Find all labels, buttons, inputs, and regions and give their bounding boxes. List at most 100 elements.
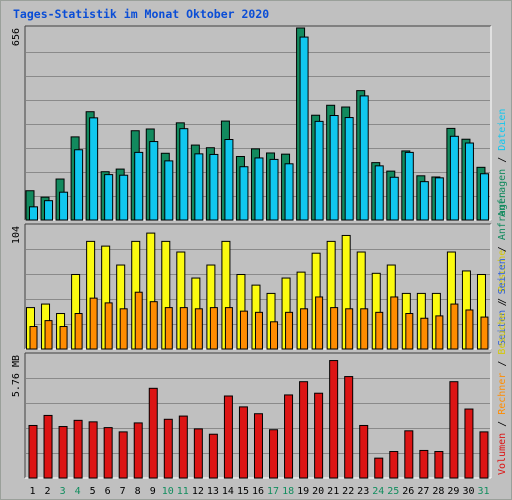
ymax-label-panel-2: 104 <box>11 226 22 244</box>
x-tick-label-day-21: 21 <box>327 486 339 497</box>
volumen-bar-day-29 <box>449 381 459 479</box>
dateien-bar-day-27 <box>419 181 429 221</box>
volumen-bar-day-3 <box>58 426 68 479</box>
x-tick-label-day-20: 20 <box>312 486 324 497</box>
x-tick-label-day-13: 13 <box>207 486 219 497</box>
chart-title: Tages-Statistik im Monat Oktober 2020 <box>13 7 270 21</box>
x-tick-label-day-19: 19 <box>297 486 309 497</box>
x-tick-label-day-27: 27 <box>417 486 429 497</box>
dateien-bar-day-19 <box>299 36 309 221</box>
rechner-bar-day-30 <box>465 309 474 350</box>
rechner-bar-day-1 <box>29 326 38 350</box>
volumen-bar-day-11 <box>178 415 188 479</box>
dateien-bar-day-5 <box>89 117 99 221</box>
series-axis-label-part: Besuche <box>497 250 508 292</box>
volumen-bar-day-19 <box>299 381 309 479</box>
rechner-bar-day-11 <box>179 307 188 350</box>
volumen-bar-day-14 <box>223 395 233 479</box>
rechner-bar-day-9 <box>149 301 158 350</box>
x-tick-label-day-29: 29 <box>447 486 459 497</box>
series-axis-label-part: Seiten <box>497 258 508 294</box>
dateien-bar-day-17 <box>269 158 279 221</box>
dateien-bar-day-1 <box>29 206 38 221</box>
volumen-bar-day-9 <box>148 387 158 479</box>
x-tick-label-day-7: 7 <box>120 486 126 497</box>
rechner-bar-day-10 <box>164 307 173 350</box>
rechner-bar-day-12 <box>194 308 203 350</box>
x-tick-label-day-11: 11 <box>177 486 189 497</box>
series-axis-label-part: Dateien <box>497 109 508 151</box>
series-axis-label-part: / <box>497 240 508 258</box>
volumen-bar-day-1 <box>28 424 38 479</box>
rechner-bar-day-17 <box>270 321 279 350</box>
rechner-bar-day-2 <box>44 320 53 350</box>
dateien-bar-day-20 <box>314 120 324 221</box>
series-axis-label-part: Anfragen <box>497 169 508 217</box>
volumen-bar-day-5 <box>88 421 98 479</box>
series-axis-label-part: Anfragen <box>497 192 508 240</box>
series-axis-label-part: / <box>497 294 508 312</box>
dateien-bar-day-15 <box>239 166 249 221</box>
series-axis-label-part: / <box>497 292 508 310</box>
volumen-bar-day-4 <box>73 419 83 479</box>
dateien-bar-day-26 <box>404 151 414 221</box>
x-tick-label-day-25: 25 <box>387 486 399 497</box>
dateien-bar-day-12 <box>194 153 204 221</box>
dateien-bar-day-14 <box>224 139 234 221</box>
x-tick-label-day-6: 6 <box>105 486 111 497</box>
dateien-bar-day-10 <box>164 160 174 221</box>
x-tick-label-day-9: 9 <box>150 486 156 497</box>
rechner-bar-day-28 <box>435 315 444 350</box>
rechner-bar-day-19 <box>300 308 309 350</box>
x-tick-label-day-28: 28 <box>432 486 444 497</box>
dateien-bar-day-31 <box>479 173 489 221</box>
x-tick-label-day-2: 2 <box>44 486 50 497</box>
dateien-bar-day-28 <box>434 177 444 221</box>
rechner-bar-day-14 <box>224 307 233 350</box>
dateien-bar-day-2 <box>44 200 54 221</box>
x-tick-label-day-24: 24 <box>372 486 384 497</box>
x-tick-label-day-15: 15 <box>237 486 249 497</box>
series-axis-label-panel-3: Volumen / Rechner / Besuche / Seiten / A… <box>497 192 508 475</box>
volumen-bar-day-6 <box>103 427 113 479</box>
rechner-bar-day-7 <box>119 308 128 350</box>
dateien-bar-day-9 <box>149 141 159 221</box>
volumen-bar-day-12 <box>193 428 203 479</box>
volumen-bar-day-31 <box>479 431 489 479</box>
x-tick-label-day-17: 17 <box>267 486 279 497</box>
dateien-bar-day-23 <box>359 95 369 221</box>
x-tick-label-day-23: 23 <box>357 486 369 497</box>
x-tick-label-day-26: 26 <box>402 486 414 497</box>
dateien-bar-day-30 <box>464 142 474 221</box>
x-tick-label-day-22: 22 <box>342 486 354 497</box>
volumen-bar-day-17 <box>269 429 279 479</box>
volumen-bar-day-18 <box>284 394 294 479</box>
rechner-bar-day-3 <box>59 326 68 350</box>
dateien-bar-day-21 <box>329 115 339 221</box>
x-tick-label-day-3: 3 <box>60 486 66 497</box>
series-axis-label-part: Volumen <box>497 433 508 475</box>
rechner-bar-day-15 <box>239 310 248 350</box>
volumen-bar-day-7 <box>118 431 128 479</box>
volumen-bar-day-10 <box>163 418 173 479</box>
series-axis-label-part: Rechner <box>497 373 508 415</box>
x-tick-label-day-14: 14 <box>222 486 234 497</box>
series-axis-label-panel-1: Anfragen / Dateien <box>497 109 508 217</box>
rechner-bar-day-29 <box>450 303 459 350</box>
rechner-bar-day-27 <box>420 317 429 350</box>
rechner-bar-day-22 <box>345 308 354 350</box>
volumen-bar-day-30 <box>464 408 474 479</box>
dateien-bar-day-4 <box>74 149 84 221</box>
rechner-bar-day-24 <box>375 311 384 350</box>
series-axis-label-panel-2: Seiten / Besuche <box>497 250 508 346</box>
rechner-bar-day-21 <box>330 307 339 350</box>
dateien-bar-day-29 <box>449 135 459 221</box>
volumen-bar-day-20 <box>314 392 324 479</box>
series-axis-label-part: Seiten <box>497 310 508 346</box>
rechner-bar-day-26 <box>405 313 414 350</box>
rechner-bar-day-8 <box>134 291 143 350</box>
dateien-bar-day-24 <box>374 165 384 221</box>
volumen-bar-day-8 <box>133 422 143 479</box>
series-axis-label-part: / <box>497 355 508 373</box>
volumen-bar-day-23 <box>359 424 369 479</box>
